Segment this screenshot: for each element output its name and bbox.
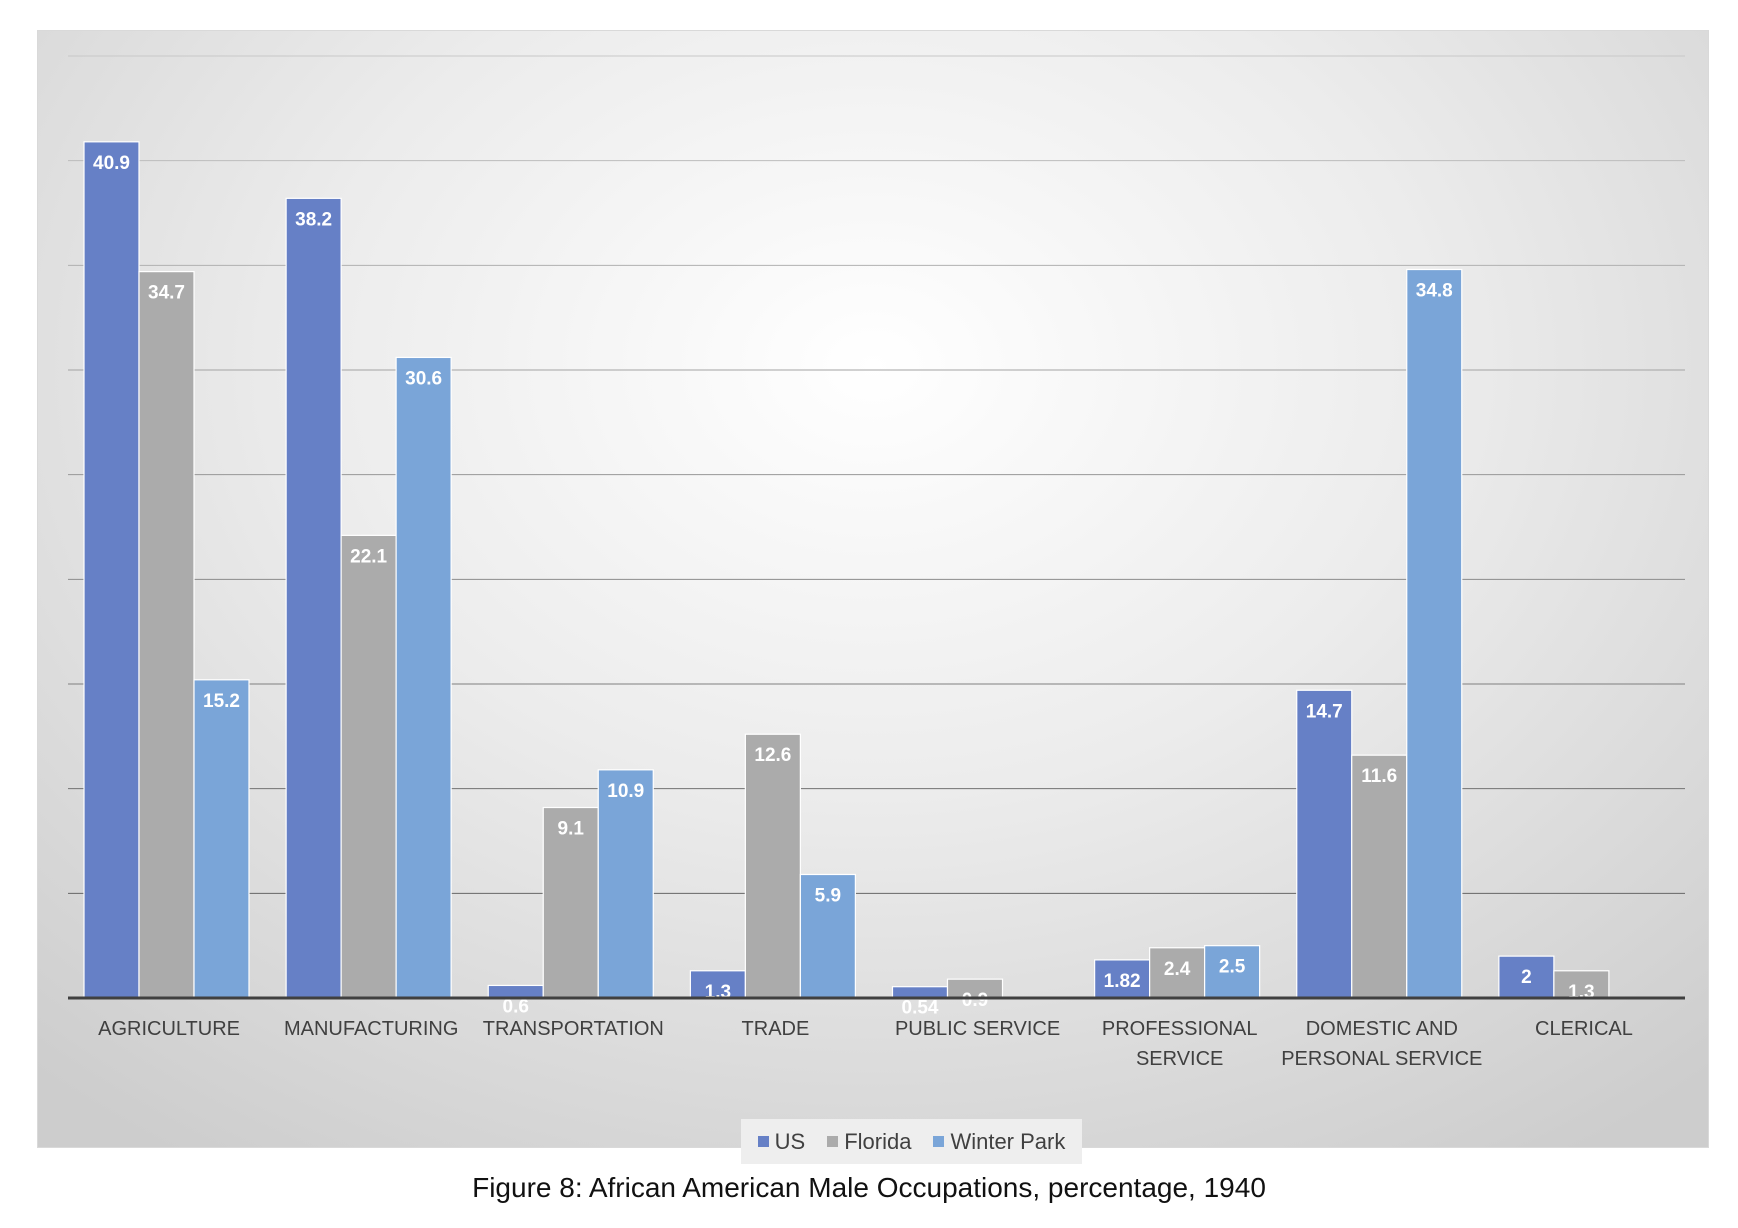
- bar-florida: [138, 271, 195, 999]
- data-label: 5.9: [815, 885, 841, 906]
- bar-winter-park: [597, 769, 654, 999]
- legend-label: Winter Park: [950, 1128, 1066, 1154]
- category-label: DOMESTIC AND PERSONAL SERVICE: [1281, 1018, 1482, 1070]
- data-label: 34.7: [148, 283, 185, 304]
- bar-winter-park: [395, 356, 452, 999]
- bar-us: [285, 197, 342, 999]
- bar-us: [1296, 689, 1353, 999]
- bar-florida: [744, 733, 801, 999]
- chart-area: 40.9 34.7 15.2 AGRICULTURE 38.2 22.1 30.6 MANUF…: [37, 30, 1709, 1164]
- category-label: TRANSPORTATION: [483, 1018, 664, 1040]
- data-label: 1.82: [1104, 971, 1141, 992]
- bar-us: [891, 986, 949, 999]
- data-label: 2.5: [1219, 957, 1246, 978]
- data-label: 0.9: [962, 990, 988, 1011]
- legend-item: US: [757, 1128, 806, 1155]
- legend-label: Florida: [844, 1128, 912, 1154]
- data-label: 1.3: [1568, 982, 1594, 1003]
- data-label: 15.2: [203, 691, 240, 712]
- figure-caption: Figure 8: African American Male Occupati…: [472, 1172, 1266, 1203]
- data-label: 38.2: [295, 209, 332, 230]
- category-label: CLERICAL: [1535, 1018, 1633, 1040]
- category-label: PROFESSIONAL SERVICE: [1102, 1018, 1258, 1070]
- legend-item: Winter Park: [933, 1129, 1065, 1155]
- bar-winter-park: [193, 679, 250, 999]
- data-label: 40.9: [93, 153, 130, 174]
- data-label: 0.6: [503, 996, 529, 1017]
- bar-winter-park: [799, 873, 856, 999]
- category-label: PUBLIC SERVICE: [895, 1018, 1060, 1040]
- bar-us: [689, 970, 746, 999]
- legend-swatch: [827, 1136, 839, 1147]
- bar-chart: 40.9 34.7 15.2 AGRICULTURE 38.2 22.1 30.6 MANUF…: [68, 55, 1685, 1070]
- data-label: 12.6: [754, 745, 791, 766]
- legend-swatch: [757, 1136, 769, 1147]
- category-label: AGRICULTURE: [98, 1018, 240, 1040]
- legend-swatch: [933, 1136, 945, 1147]
- bar-florida: [542, 806, 599, 999]
- category-label: TRADE: [742, 1018, 810, 1040]
- data-label: 10.9: [607, 781, 644, 802]
- bar-florida: [1351, 754, 1408, 999]
- bar-us: [1094, 959, 1151, 999]
- chart-legend: US Florida Winter Park: [741, 1119, 1082, 1164]
- data-label: 0.54: [902, 998, 939, 1019]
- legend-item: Florida: [827, 1129, 911, 1155]
- bar-us: [83, 141, 140, 999]
- legend-label: US: [774, 1128, 806, 1154]
- data-label: 2.4: [1164, 959, 1191, 980]
- data-label: 14.7: [1306, 701, 1343, 722]
- data-label: 30.6: [405, 368, 442, 389]
- data-label: 34.8: [1416, 281, 1453, 302]
- data-label: 22.1: [350, 546, 387, 567]
- data-label: 1.3: [705, 982, 731, 1003]
- data-label: 2: [1521, 967, 1532, 988]
- category-label: MANUFACTURING: [284, 1018, 458, 1040]
- data-label: 9.1: [558, 819, 585, 840]
- bar-winter-park: [1406, 268, 1463, 999]
- bar-florida: [340, 534, 397, 999]
- data-label: 11.6: [1361, 766, 1397, 787]
